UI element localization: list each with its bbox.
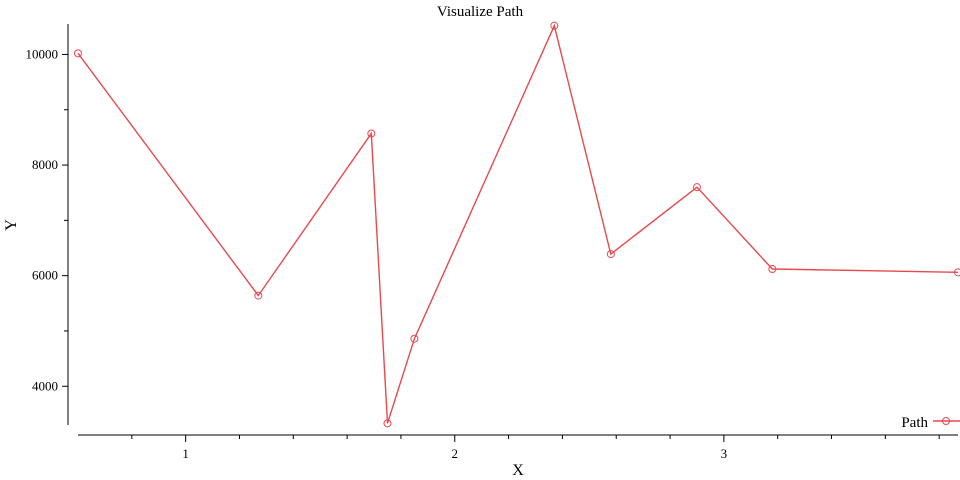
data-point — [768, 265, 777, 274]
x-tick-label: 1 — [182, 446, 189, 461]
y-tick-label: 8000 — [32, 157, 58, 172]
plot-area: 1 2 3 4000 6000 8000 10000 Path — [26, 21, 960, 461]
y-tick-label: 10000 — [26, 46, 59, 61]
data-point — [74, 49, 82, 58]
x-tick-label: 3 — [721, 446, 728, 461]
x-tick-label: 2 — [452, 446, 459, 461]
data-point — [550, 21, 559, 30]
legend-label: Path — [901, 415, 928, 431]
data-point — [254, 291, 263, 300]
chart-title: Visualize Path — [437, 4, 524, 20]
y-axis-label: Y — [3, 219, 20, 231]
y-tick-label: 6000 — [32, 268, 58, 283]
data-point — [383, 419, 392, 428]
data-point — [692, 183, 701, 192]
data-point — [367, 129, 376, 138]
x-axis-label: X — [512, 462, 524, 479]
data-point — [410, 334, 419, 343]
y-tick-label: 4000 — [32, 378, 58, 393]
data-point — [606, 250, 615, 259]
series-line-path — [77, 23, 959, 424]
legend-marker-swatch — [942, 417, 950, 425]
data-point — [954, 268, 960, 277]
